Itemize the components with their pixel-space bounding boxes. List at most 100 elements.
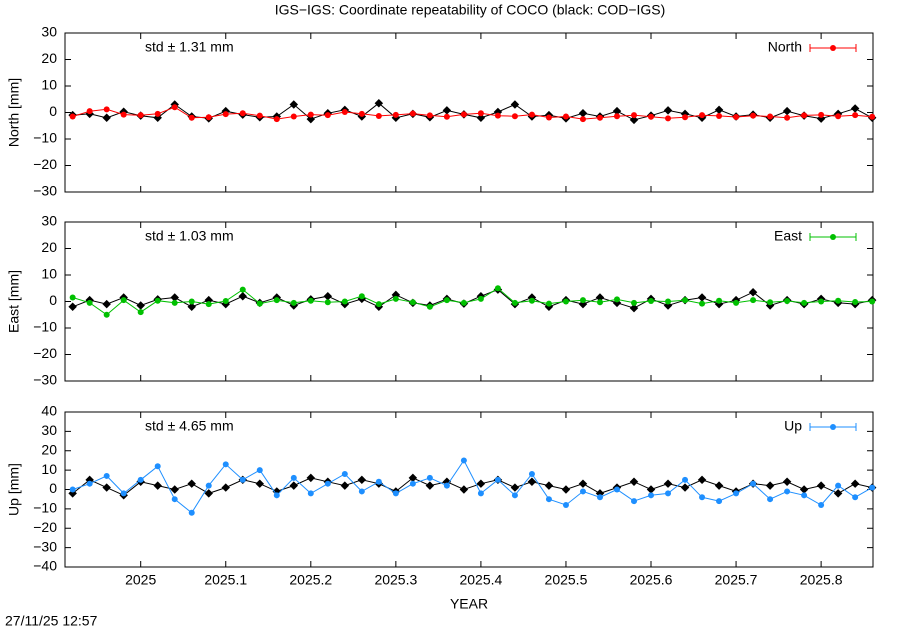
data-point [510,100,520,109]
data-point [494,285,501,292]
data-point [239,110,246,117]
data-point [102,483,111,492]
data-point [273,492,280,499]
data-point [68,302,77,312]
data-point [528,111,535,118]
data-point [273,297,280,304]
data-point [782,477,792,486]
data-point [733,299,740,306]
y-tick-label: 0 [49,292,57,308]
y-tick-label: 0 [49,480,57,496]
data-point [120,111,127,118]
data-point [170,293,179,302]
data-point [629,477,639,486]
data-point [69,113,76,120]
x-tick-label: 2025.7 [715,572,758,588]
data-point [510,483,520,492]
data-point [289,481,299,490]
data-point [120,297,127,304]
chart-title: IGS−IGS: Coordinate repeatability of COC… [275,2,666,18]
data-point [765,481,775,490]
data-point [290,299,297,306]
data-point [682,476,689,483]
data-point [409,480,416,487]
legend-marker [830,45,836,51]
data-point [460,457,467,464]
data-point [324,112,331,119]
data-point [460,299,467,306]
data-point [442,106,452,115]
data-point [850,479,860,488]
data-point [663,479,673,488]
data-point [443,113,450,120]
y-tick-label: 10 [41,461,57,477]
data-point [852,494,859,501]
data-point [682,297,689,304]
data-point [324,480,331,487]
data-point [545,114,552,121]
y-tick-label: 10 [41,77,57,93]
data-point [562,298,569,305]
data-point [545,496,552,503]
legend-label: East [774,228,802,244]
data-point [392,295,399,302]
data-point [665,490,672,497]
y-axis-label: Up [mm] [6,463,22,516]
data-point [358,293,365,300]
data-point [561,485,571,494]
data-point [579,116,586,123]
data-point [835,482,842,489]
data-point [307,297,314,304]
data-point [171,299,178,306]
data-point [290,113,297,120]
x-tick-label: 2025.1 [204,572,247,588]
data-point [136,301,145,310]
data-point [188,298,195,305]
data-point [818,111,825,118]
legend-marker [830,234,836,240]
data-point [697,475,707,485]
data-point [204,489,213,498]
data-point [477,110,484,117]
x-tick-label: 2025.5 [545,572,588,588]
data-point [714,105,724,115]
data-point [682,114,689,121]
data-point [631,498,638,505]
data-point [613,486,620,493]
data-point [171,496,178,503]
data-point [188,509,195,516]
data-point [750,112,757,119]
data-point [205,482,212,489]
data-point [716,498,723,505]
data-point [596,494,603,501]
data-point [767,113,774,120]
data-point [408,473,418,483]
data-point [69,486,76,493]
data-point [833,489,843,498]
data-point [579,297,586,304]
plot-frame [64,411,874,568]
data-point [816,481,826,490]
data-point [733,490,740,497]
data-point [222,111,229,118]
data-point [103,106,110,113]
data-point [205,301,212,308]
data-point [137,476,144,483]
data-point [562,502,569,508]
data-point [613,296,620,303]
data-point [205,114,212,121]
data-point [375,478,382,485]
x-tick-label: 2025.4 [459,572,502,588]
data-point [187,302,196,312]
data-point [426,474,433,481]
data-point [358,488,365,495]
data-point [750,297,757,304]
data-point [170,485,179,494]
data-point [665,298,672,305]
y-tick-label: 0 [49,103,57,119]
y-tick-label: 40 [41,403,57,419]
y-tick-label: 10 [41,266,57,282]
data-point [818,502,825,508]
data-point [443,482,450,489]
data-point [69,294,76,301]
